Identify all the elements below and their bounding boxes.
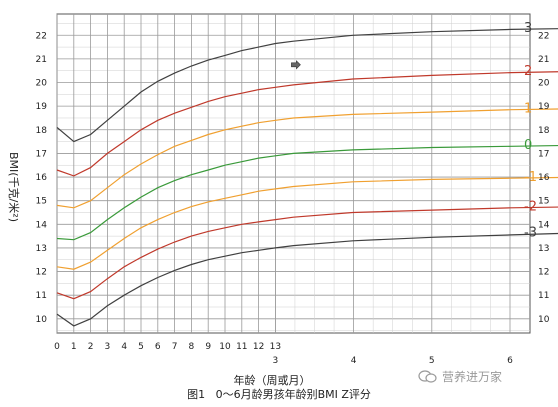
x-tick-label-week: 1	[71, 342, 77, 352]
y-tick-label-right: 10	[538, 315, 550, 325]
x-tick-label-week: 12	[253, 342, 264, 352]
x-tick-label-week: 2	[88, 342, 94, 352]
y-tick-label-left: 13	[36, 244, 47, 254]
x-tick-label-week: 7	[172, 342, 178, 352]
y-tick-label-right: 16	[538, 173, 550, 183]
y-tick-label-right: 18	[538, 126, 550, 136]
y-tick-label-left: 11	[36, 291, 47, 301]
figure-caption: 图1 0～6月龄男孩年龄别BMI Z评分	[0, 386, 558, 402]
y-tick-label-right: 14	[538, 220, 550, 230]
x-tick-label-week: 4	[121, 342, 127, 352]
series-lines	[56, 28, 558, 327]
x-tick-label-month: 6	[507, 356, 513, 366]
series-line-z1	[56, 108, 558, 209]
x-tick-label-week: 6	[155, 342, 161, 352]
x-axis-title: 年龄（周或月）	[234, 373, 311, 387]
y-tick-label-left: 14	[36, 220, 48, 230]
y-tick-label-right: 21	[538, 55, 549, 65]
y-tick-label-left: 15	[36, 197, 47, 207]
figure-label: 图1	[187, 388, 206, 401]
y-tick-label-left: 16	[36, 173, 48, 183]
x-tick-label-week: 0	[54, 342, 60, 352]
x-tick-label-month: 4	[351, 356, 357, 366]
y-tick-label-right: 11	[538, 291, 549, 301]
z-label--1: -1	[524, 170, 537, 185]
x-tick-label-week: 9	[205, 342, 211, 352]
z-label--3: -3	[524, 226, 537, 241]
z-score-labels: 3 2 1 0 -1 -2 -3	[524, 21, 537, 240]
x-tick-label-month: 5	[429, 356, 435, 366]
z-label-0: 0	[524, 138, 532, 153]
wechat-icon	[418, 370, 437, 383]
y-tick-label-right: 22	[538, 31, 549, 41]
arrow-icon	[291, 60, 301, 70]
x-tick-label-month: 3	[273, 356, 279, 366]
x-tick-label-week: 10	[219, 342, 231, 352]
y-tick-label-right: 12	[538, 268, 549, 278]
series-line-z2	[56, 71, 558, 177]
x-tick-label-week: 5	[138, 342, 144, 352]
x-tick-label-week: 13	[270, 342, 281, 352]
y-tick-label-right: 13	[538, 244, 549, 254]
y-tick-label-left: 18	[36, 126, 48, 136]
y-tick-label-left: 10	[36, 315, 48, 325]
figure-caption-text: 0～6月龄男孩年龄别BMI Z评分	[215, 388, 371, 401]
series-line-z3	[56, 28, 558, 143]
series-line-z-1	[56, 176, 558, 270]
z-label-2: 2	[524, 64, 532, 79]
y-axis-title: BMI(千克/米²)	[7, 152, 20, 222]
y-tick-label-right: 19	[538, 102, 550, 112]
y-tick-label-right: 20	[538, 79, 550, 89]
y-tick-label-left: 19	[36, 102, 48, 112]
watermark-text: 营养进万家	[442, 370, 503, 384]
y-tick-label-left: 22	[36, 31, 47, 41]
z-label-3: 3	[524, 21, 532, 36]
y-tick-label-left: 12	[36, 268, 47, 278]
series-line-z-2	[56, 206, 558, 300]
z-label-1: 1	[524, 102, 532, 117]
y-tick-label-right: 15	[538, 197, 549, 207]
x-tick-label-week: 11	[236, 342, 247, 352]
y-tick-label-left: 17	[36, 149, 47, 159]
series-line-z0	[56, 144, 558, 241]
x-tick-label-week: 3	[105, 342, 111, 352]
watermark: 营养进万家	[418, 368, 502, 385]
x-tick-label-week: 8	[189, 342, 195, 352]
y-tick-label-left: 20	[36, 79, 48, 89]
series-line-z-3	[56, 232, 558, 327]
grid	[56, 13, 531, 334]
arrow-marker	[291, 60, 301, 70]
y-tick-label-right: 17	[538, 149, 549, 159]
z-label--2: -2	[524, 200, 537, 215]
y-tick-label-left: 21	[36, 55, 47, 65]
plot-frame	[56, 13, 531, 334]
